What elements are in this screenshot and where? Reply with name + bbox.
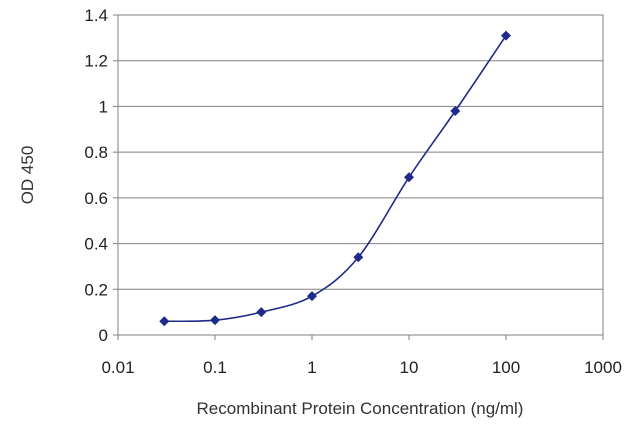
y-tick-label: 0.6 [84, 189, 108, 208]
x-tick-label: 1000 [584, 358, 622, 377]
y-tick-label: 0.2 [84, 280, 108, 299]
data-point [210, 315, 220, 326]
y-tick-label: 1 [99, 97, 108, 116]
data-point [501, 30, 511, 41]
x-tick-label: 100 [492, 358, 520, 377]
data-point [353, 252, 364, 263]
gridlines [118, 14, 603, 290]
x-tick-label: 0.01 [101, 358, 134, 377]
data-point [404, 172, 414, 183]
y-axis-title: OD 450 [18, 146, 37, 205]
x-axis-title: Recombinant Protein Concentration (ng/ml… [197, 399, 524, 418]
y-tick-label: 0.4 [84, 235, 108, 254]
series-group [159, 30, 511, 327]
x-tick-label: 0.1 [203, 358, 227, 377]
data-point [307, 291, 317, 302]
y-tick-label: 0.8 [84, 143, 108, 162]
y-axis-ticks: 0 0.2 0.4 0.6 0.8 1 1.2 1.4 [84, 6, 118, 345]
y-tick-label: 1.2 [84, 52, 108, 71]
plot-area [117, 14, 604, 336]
x-axis-ticks: 0.01 0.1 1 10 100 1000 [101, 335, 622, 377]
y-tick-label: 1.4 [84, 6, 108, 25]
x-tick-label: 10 [400, 358, 419, 377]
y-tick-label: 0 [99, 326, 108, 345]
x-tick-label: 1 [307, 358, 316, 377]
data-point [256, 307, 267, 318]
data-point [159, 316, 170, 327]
data-point [450, 106, 461, 116]
